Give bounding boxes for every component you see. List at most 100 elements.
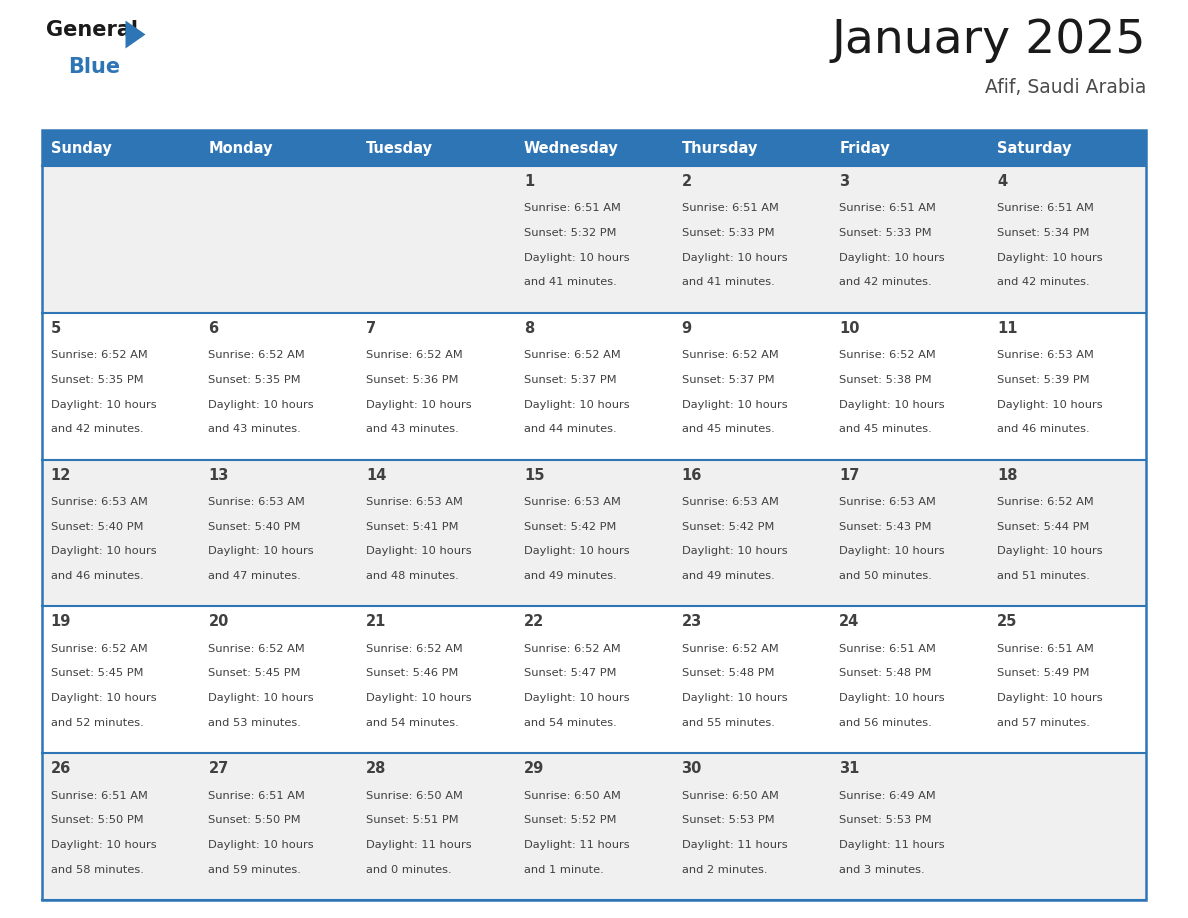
Text: and 46 minutes.: and 46 minutes. (997, 424, 1089, 434)
Text: Sunrise: 6:50 AM: Sunrise: 6:50 AM (366, 790, 463, 800)
Text: 2: 2 (682, 174, 691, 189)
Text: Blue: Blue (68, 57, 120, 77)
Text: Daylight: 10 hours: Daylight: 10 hours (997, 252, 1102, 263)
Text: 13: 13 (208, 467, 229, 483)
Text: 6: 6 (208, 321, 219, 336)
Text: Sunrise: 6:52 AM: Sunrise: 6:52 AM (524, 351, 620, 360)
Text: and 42 minutes.: and 42 minutes. (51, 424, 144, 434)
Bar (672, 166, 830, 313)
Text: Daylight: 10 hours: Daylight: 10 hours (997, 399, 1102, 409)
Text: 14: 14 (366, 467, 386, 483)
Text: Sunday: Sunday (51, 140, 112, 155)
Text: and 42 minutes.: and 42 minutes. (997, 277, 1089, 287)
Text: Daylight: 11 hours: Daylight: 11 hours (839, 840, 944, 850)
Bar (358, 166, 516, 313)
Text: Tuesday: Tuesday (366, 140, 434, 155)
Text: Saturday: Saturday (997, 140, 1072, 155)
Text: Daylight: 10 hours: Daylight: 10 hours (682, 546, 788, 556)
Text: and 51 minutes.: and 51 minutes. (997, 571, 1089, 581)
Text: and 2 minutes.: and 2 minutes. (682, 865, 767, 875)
Bar (516, 460, 672, 607)
Text: Sunset: 5:50 PM: Sunset: 5:50 PM (51, 815, 144, 825)
Bar (358, 460, 516, 607)
Bar (516, 607, 672, 753)
Text: 10: 10 (839, 321, 860, 336)
Bar (988, 130, 1146, 166)
Text: and 49 minutes.: and 49 minutes. (524, 571, 617, 581)
Text: Daylight: 10 hours: Daylight: 10 hours (366, 399, 472, 409)
Text: Afif, Saudi Arabia: Afif, Saudi Arabia (985, 78, 1146, 97)
Text: Sunset: 5:39 PM: Sunset: 5:39 PM (997, 375, 1089, 385)
Text: Sunrise: 6:52 AM: Sunrise: 6:52 AM (208, 644, 305, 654)
Text: Sunrise: 6:51 AM: Sunrise: 6:51 AM (839, 644, 936, 654)
Bar (200, 313, 358, 460)
Text: Sunrise: 6:53 AM: Sunrise: 6:53 AM (682, 497, 778, 507)
Text: 7: 7 (366, 321, 377, 336)
Text: Daylight: 10 hours: Daylight: 10 hours (366, 546, 472, 556)
Text: Sunset: 5:43 PM: Sunset: 5:43 PM (839, 521, 931, 532)
Text: Daylight: 10 hours: Daylight: 10 hours (839, 252, 944, 263)
Text: Friday: Friday (839, 140, 890, 155)
Text: Sunset: 5:35 PM: Sunset: 5:35 PM (51, 375, 144, 385)
Bar (516, 166, 672, 313)
Bar (516, 313, 672, 460)
Text: Sunrise: 6:52 AM: Sunrise: 6:52 AM (366, 644, 463, 654)
Text: Sunrise: 6:53 AM: Sunrise: 6:53 AM (51, 497, 147, 507)
Bar (672, 130, 830, 166)
Text: 1: 1 (524, 174, 535, 189)
Bar (358, 313, 516, 460)
Text: and 53 minutes.: and 53 minutes. (208, 718, 302, 728)
Text: 4: 4 (997, 174, 1007, 189)
Bar (358, 753, 516, 900)
Text: Sunset: 5:41 PM: Sunset: 5:41 PM (366, 521, 459, 532)
Text: Sunrise: 6:53 AM: Sunrise: 6:53 AM (366, 497, 463, 507)
Text: and 3 minutes.: and 3 minutes. (839, 865, 925, 875)
Text: Sunrise: 6:53 AM: Sunrise: 6:53 AM (524, 497, 620, 507)
Text: Sunrise: 6:51 AM: Sunrise: 6:51 AM (682, 204, 778, 213)
Text: Daylight: 10 hours: Daylight: 10 hours (208, 399, 314, 409)
Text: 15: 15 (524, 467, 544, 483)
Text: 20: 20 (208, 614, 229, 630)
Text: Daylight: 10 hours: Daylight: 10 hours (682, 399, 788, 409)
Bar (672, 607, 830, 753)
Text: and 44 minutes.: and 44 minutes. (524, 424, 617, 434)
Text: Sunrise: 6:52 AM: Sunrise: 6:52 AM (524, 644, 620, 654)
Text: 25: 25 (997, 614, 1017, 630)
Text: Sunset: 5:33 PM: Sunset: 5:33 PM (682, 228, 775, 238)
Text: Sunrise: 6:53 AM: Sunrise: 6:53 AM (208, 497, 305, 507)
Text: Sunrise: 6:53 AM: Sunrise: 6:53 AM (839, 497, 936, 507)
Text: Sunset: 5:48 PM: Sunset: 5:48 PM (682, 668, 775, 678)
Text: and 54 minutes.: and 54 minutes. (366, 718, 459, 728)
Text: Sunset: 5:40 PM: Sunset: 5:40 PM (51, 521, 144, 532)
Text: and 0 minutes.: and 0 minutes. (366, 865, 451, 875)
Text: and 56 minutes.: and 56 minutes. (839, 718, 933, 728)
Bar (42, 753, 200, 900)
Text: Sunrise: 6:51 AM: Sunrise: 6:51 AM (524, 204, 620, 213)
Text: and 1 minute.: and 1 minute. (524, 865, 604, 875)
Bar (830, 166, 988, 313)
Text: Sunset: 5:49 PM: Sunset: 5:49 PM (997, 668, 1089, 678)
Bar (988, 460, 1146, 607)
Text: 19: 19 (51, 614, 71, 630)
Bar (516, 130, 672, 166)
Text: Sunset: 5:42 PM: Sunset: 5:42 PM (682, 521, 773, 532)
Text: and 45 minutes.: and 45 minutes. (682, 424, 775, 434)
Text: Sunset: 5:37 PM: Sunset: 5:37 PM (524, 375, 617, 385)
Text: Daylight: 10 hours: Daylight: 10 hours (51, 840, 157, 850)
Text: 18: 18 (997, 467, 1017, 483)
Text: Sunrise: 6:52 AM: Sunrise: 6:52 AM (839, 351, 936, 360)
Text: Sunset: 5:34 PM: Sunset: 5:34 PM (997, 228, 1089, 238)
Text: Sunset: 5:35 PM: Sunset: 5:35 PM (208, 375, 301, 385)
Bar (830, 607, 988, 753)
Text: Sunset: 5:51 PM: Sunset: 5:51 PM (366, 815, 459, 825)
Text: 31: 31 (839, 761, 860, 777)
Text: Daylight: 10 hours: Daylight: 10 hours (524, 546, 630, 556)
Text: Daylight: 11 hours: Daylight: 11 hours (682, 840, 788, 850)
Text: Sunset: 5:40 PM: Sunset: 5:40 PM (208, 521, 301, 532)
Text: 28: 28 (366, 761, 386, 777)
Bar (200, 130, 358, 166)
Text: Daylight: 10 hours: Daylight: 10 hours (682, 252, 788, 263)
Text: 16: 16 (682, 467, 702, 483)
Bar (988, 753, 1146, 900)
Text: Wednesday: Wednesday (524, 140, 619, 155)
